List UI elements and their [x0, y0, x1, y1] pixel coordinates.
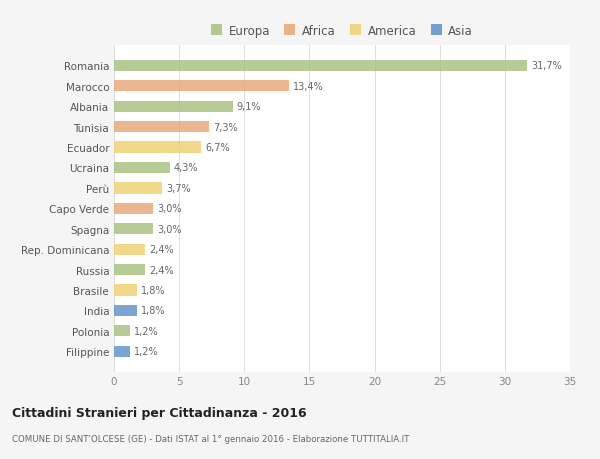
Text: 1,8%: 1,8% [142, 306, 166, 316]
Text: COMUNE DI SANT'OLCESE (GE) - Dati ISTAT al 1° gennaio 2016 - Elaborazione TUTTIT: COMUNE DI SANT'OLCESE (GE) - Dati ISTAT … [12, 434, 409, 443]
Text: Cittadini Stranieri per Cittadinanza - 2016: Cittadini Stranieri per Cittadinanza - 2… [12, 406, 307, 419]
Text: 7,3%: 7,3% [213, 123, 238, 132]
Text: 3,0%: 3,0% [157, 204, 181, 214]
Text: 3,7%: 3,7% [166, 184, 191, 194]
Bar [114, 285, 137, 296]
Text: 1,2%: 1,2% [134, 326, 158, 336]
Text: 31,7%: 31,7% [531, 62, 562, 71]
Text: 9,1%: 9,1% [236, 102, 261, 112]
Text: 4,3%: 4,3% [174, 163, 199, 173]
Bar [114, 305, 137, 316]
Bar [114, 122, 209, 133]
Bar [114, 264, 145, 275]
Text: 2,4%: 2,4% [149, 245, 174, 255]
Bar [114, 183, 162, 194]
Bar [114, 81, 289, 92]
Text: 6,7%: 6,7% [205, 143, 230, 153]
Bar [114, 61, 527, 72]
Text: 1,8%: 1,8% [142, 285, 166, 295]
Text: 13,4%: 13,4% [292, 82, 323, 92]
Bar [114, 244, 145, 255]
Bar [114, 325, 130, 336]
Text: 3,0%: 3,0% [157, 224, 181, 234]
Bar [114, 203, 153, 214]
Bar [114, 346, 130, 357]
Bar [114, 224, 153, 235]
Bar [114, 142, 201, 153]
Text: 2,4%: 2,4% [149, 265, 174, 275]
Legend: Europa, Africa, America, Asia: Europa, Africa, America, Asia [209, 22, 475, 40]
Text: 1,2%: 1,2% [134, 347, 158, 356]
Bar [114, 162, 170, 174]
Bar [114, 101, 233, 112]
